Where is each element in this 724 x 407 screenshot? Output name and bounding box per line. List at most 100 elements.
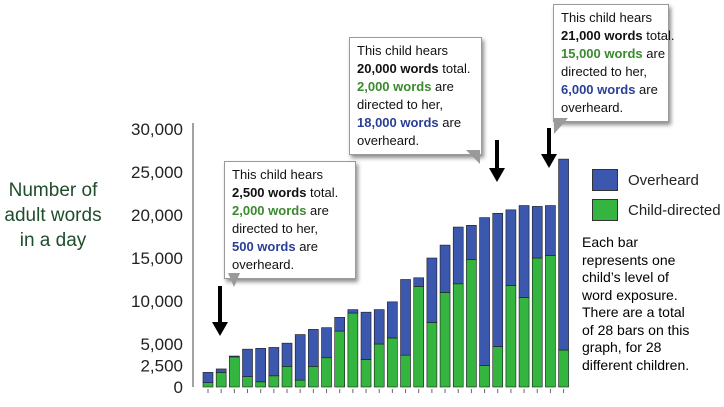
y-axis: 30,000 25,000 20,000 15,000 10,000 5,000 2,500…: [131, 120, 194, 397]
explanatory-note: Each bar represents one child’s level of…: [582, 234, 722, 374]
bar-segment-overheard: [492, 212, 504, 347]
bar-segment-overheard: [202, 372, 214, 384]
legend-swatch-overheard: [592, 169, 618, 191]
bar-segment-child-directed: [268, 375, 280, 388]
callout-line: overheard.: [561, 100, 624, 115]
bar-segment-overheard: [400, 279, 411, 356]
y-tick-label: 15,000: [131, 249, 183, 268]
callout-pointer: [554, 118, 568, 134]
callout-line: directed to her,: [561, 64, 647, 79]
callout-mid-exposure: This child hears 20,000 words total. 2,0…: [349, 37, 482, 155]
note-line: word exposure.: [582, 286, 678, 303]
bar-segment-child-directed: [387, 337, 398, 388]
bar-segment-child-directed: [400, 354, 411, 388]
bar-segment-child-directed: [492, 346, 504, 388]
bar-segment-overheard: [413, 277, 425, 287]
bar-segment-child-directed: [505, 285, 517, 388]
callout-text: total.: [306, 185, 339, 200]
callout-directed: 2,000 words: [232, 203, 307, 218]
callout-line: 2,000 words are: [357, 78, 474, 96]
callout-pointer: [228, 273, 240, 287]
arrow-down-icon: [541, 154, 557, 168]
bar-segment-child-directed: [466, 259, 477, 388]
y-tick-label: 30,000: [131, 120, 183, 139]
note-line: graph, for 28: [582, 339, 662, 355]
bar-segment-child-directed: [321, 357, 332, 388]
bar-segment-overheard: [505, 209, 517, 286]
callout-line: 2,000 words are: [232, 202, 348, 220]
y-tick-label: 25,000: [131, 163, 183, 182]
bar-segment-overheard: [426, 257, 438, 323]
bar-segment-overheard: [294, 334, 306, 381]
bar-segment-overheard: [334, 317, 346, 332]
bar-segment-child-directed: [281, 366, 293, 388]
callout-line: 21,000 words total.: [561, 27, 674, 45]
legend-item-overheard: Overheard: [592, 166, 721, 194]
bar-segment-child-directed: [334, 330, 346, 388]
callout-total: 20,000 words: [357, 61, 439, 76]
callout-text: are: [635, 82, 658, 97]
callout-total: 2,500 words: [232, 185, 307, 200]
bar-segment-overheard: [308, 329, 319, 367]
callout-directed: 2,000 words: [357, 79, 432, 94]
arrow-down-icon: [489, 168, 505, 182]
bar-segment-child-directed: [294, 379, 306, 388]
callout-text: total.: [642, 28, 675, 43]
y-axis-label: Number of adult words in a day: [0, 178, 106, 253]
legend-label: Overheard: [628, 171, 699, 189]
bar-segment-overheard: [268, 347, 280, 377]
callout-low-exposure: This child hears 2,500 words total. 2,00…: [224, 161, 356, 279]
y-axis-label-line: adult words: [4, 205, 102, 226]
bar-segment-overheard: [452, 226, 464, 285]
callout-line: This child hears: [232, 167, 324, 182]
bars: [202, 158, 569, 393]
callout-overheard: 6,000 words: [561, 82, 636, 97]
bar-segment-child-directed: [439, 292, 451, 388]
note-line: child’s level of: [582, 269, 669, 285]
bar-segment-child-directed: [558, 349, 569, 388]
bar-segment-child-directed: [255, 381, 266, 388]
legend-swatch-child-directed: [592, 199, 618, 221]
bar-segment-child-directed: [373, 343, 385, 388]
bar-segment-overheard: [479, 217, 490, 366]
bar-segment-overheard: [229, 355, 240, 358]
bar-segment-child-directed: [426, 322, 438, 388]
bar-segment-child-directed: [229, 356, 240, 388]
legend: Overheard Child-directed: [592, 166, 721, 226]
bar-segment-child-directed: [360, 359, 372, 388]
bar-segment-overheard: [373, 309, 385, 345]
legend-label: Child-directed: [628, 201, 721, 219]
y-tick-label: 2,500: [140, 357, 183, 376]
arrow-shaft: [495, 140, 499, 170]
bar-segment-child-directed: [215, 372, 227, 388]
callout-text: are: [642, 46, 666, 61]
note-line: There are a total: [582, 304, 685, 320]
callout-total: 21,000 words: [561, 28, 643, 43]
arrow-shaft: [218, 286, 222, 324]
callout-line: 500 words are: [232, 238, 348, 256]
bar-segment-child-directed: [242, 376, 253, 388]
callout-line: 2,500 words total.: [232, 184, 348, 202]
y-tick-label: 20,000: [131, 206, 183, 225]
bar-segment-child-directed: [479, 365, 490, 388]
y-axis-label-line: in a day: [19, 230, 87, 251]
bar-segment-overheard: [215, 368, 227, 373]
callout-high-exposure: This child hears 21,000 words total. 15,…: [553, 4, 674, 122]
bar-segment-child-directed: [347, 312, 359, 388]
callout-line: This child hears: [357, 43, 449, 58]
bar-segment-child-directed: [518, 297, 530, 388]
bar-segment-overheard: [321, 327, 332, 359]
callout-text: are: [438, 115, 462, 130]
note-line: of 28 bars on this: [582, 321, 690, 338]
callout-line: directed to her,: [357, 97, 443, 112]
callout-text: are: [306, 203, 329, 218]
bar-segment-overheard: [387, 301, 398, 339]
note-line: represents one: [582, 251, 676, 268]
callout-line: 20,000 words total.: [357, 60, 474, 78]
y-tick-label: 10,000: [131, 292, 183, 311]
callout-line: overheard.: [357, 133, 420, 148]
callout-text: are: [295, 239, 318, 254]
bar-segment-child-directed: [545, 255, 556, 388]
note-line: Each bar: [582, 234, 639, 250]
